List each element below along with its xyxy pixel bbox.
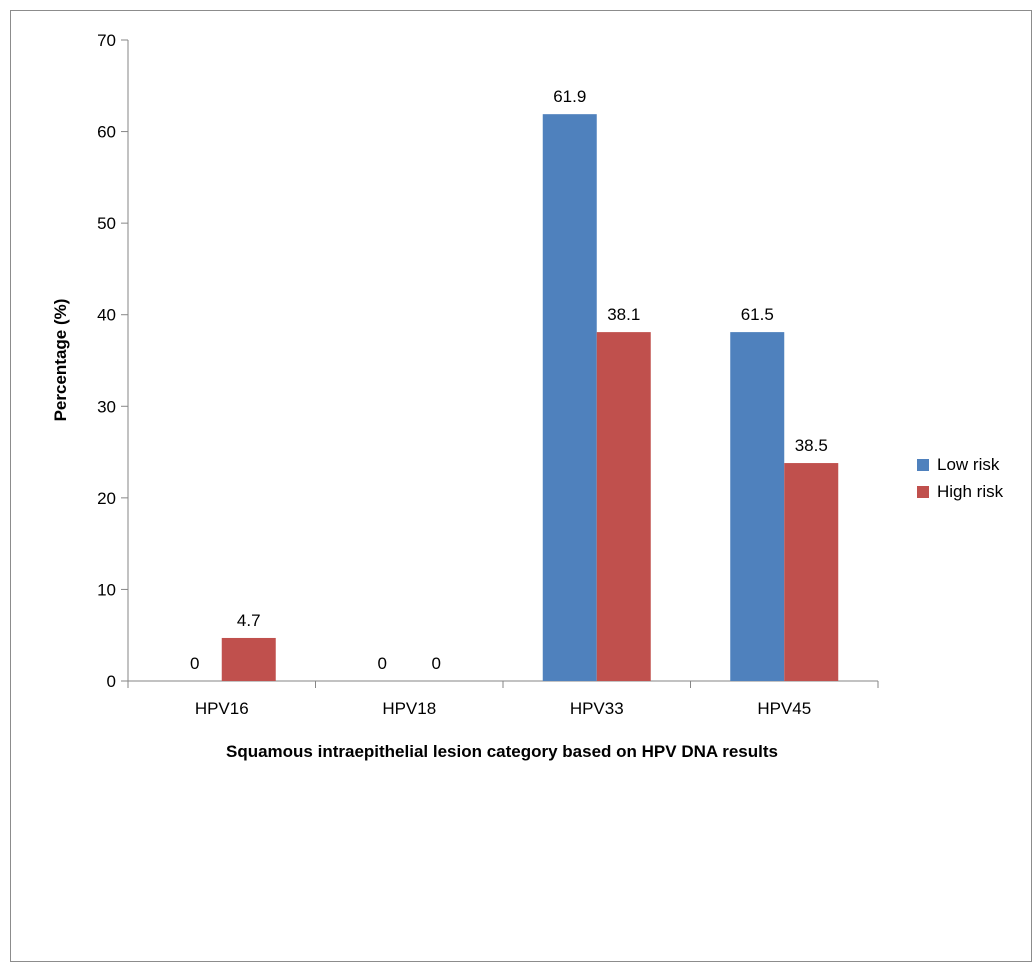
- y-axis-title: Percentage (%): [51, 299, 70, 422]
- y-tick-label: 20: [97, 489, 116, 508]
- data-label: 38.1: [607, 305, 640, 324]
- data-label: 38.5: [795, 436, 828, 455]
- y-tick-label: 60: [97, 123, 116, 142]
- y-tick-label: 50: [97, 214, 116, 233]
- x-tick-label: HPV33: [570, 699, 624, 718]
- bar-high-risk: [596, 332, 651, 681]
- x-tick-label: HPV18: [382, 699, 436, 718]
- y-tick-label: 70: [97, 31, 116, 50]
- legend-swatch: [917, 459, 929, 471]
- data-label: 61.5: [741, 305, 774, 324]
- x-axis-title: Squamous intraepithelial lesion category…: [226, 742, 778, 761]
- data-label: 61.9: [553, 87, 586, 106]
- x-axis: HPV16 HPV18 HPV33 HPV45: [127, 680, 879, 718]
- y-tick-label: 40: [97, 306, 116, 325]
- data-label: 4.7: [237, 611, 261, 630]
- data-labels: 0 4.7 0 0 61.9 38.1 61.5 38.5: [190, 87, 828, 673]
- legend: Low risk High risk: [917, 455, 1004, 501]
- legend-label: High risk: [937, 482, 1004, 501]
- legend-swatch: [917, 486, 929, 498]
- data-label: 0: [190, 654, 199, 673]
- y-tick-label: 10: [97, 580, 116, 599]
- bar-high-risk: [784, 463, 839, 681]
- bar-high-risk: [221, 637, 276, 681]
- bar-low-risk: [730, 332, 785, 681]
- legend-label: Low risk: [937, 455, 1000, 474]
- x-tick-label: HPV16: [195, 699, 249, 718]
- x-tick-label: HPV45: [757, 699, 811, 718]
- y-tick-label: 0: [107, 672, 116, 691]
- chart-frame: [10, 10, 1032, 962]
- data-label: 0: [432, 654, 441, 673]
- data-label: 0: [378, 654, 387, 673]
- bar-low-risk: [542, 114, 597, 682]
- bars: [221, 114, 839, 682]
- y-tick-label: 30: [97, 397, 116, 416]
- y-axis: 0 10 20 30 40 50 60 70: [97, 31, 129, 691]
